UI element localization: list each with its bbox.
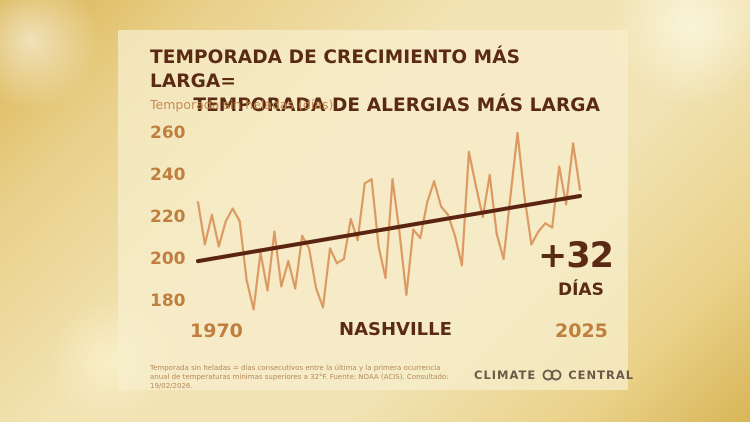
data-point-1988 [321,306,325,309]
data-point-1995 [370,178,373,181]
data-point-2006 [446,213,450,216]
data-point-1991 [342,257,345,261]
data-point-1977 [245,278,248,282]
data-point-1982 [280,285,283,288]
climate-central-logo: CLIMATE CENTRAL [474,368,634,382]
data-point-1975 [231,207,234,210]
series-line [196,131,582,311]
footnote: Temporada sin heladas = días consecutivo… [150,364,449,390]
data-point-2021 [551,226,554,229]
logo-text-left: CLIMATE [474,368,537,382]
data-point-2017 [523,194,526,198]
data-point-1998 [391,178,394,181]
data-point-2012 [488,173,491,177]
x-tick-2025: 2025 [555,320,608,342]
data-point-1992 [349,218,352,221]
data-point-1970 [196,201,200,204]
data-points [196,131,582,311]
data-point-1999 [398,230,401,233]
data-point-2025 [578,188,582,191]
y-tick-220: 220 [150,207,186,227]
change-value: +32 [538,236,614,276]
data-point-2009 [467,150,470,153]
data-point-1972 [210,213,213,216]
y-axis-label: Temporada sin heladas (días) [150,97,334,112]
data-point-1983 [287,260,290,263]
title-line-2: TEMPORADA DE ALERGIAS MÁS LARGA [193,95,600,116]
data-point-2005 [440,205,443,208]
data-point-1990 [335,262,338,265]
data-point-2000 [405,293,408,296]
logo-text-right: CENTRAL [568,368,635,382]
climate-central-rings-icon [542,369,562,381]
data-point-2019 [537,230,540,233]
data-point-2001 [412,228,415,231]
data-point-1986 [308,247,311,250]
data-point-1976 [238,220,241,223]
data-point-1996 [377,245,380,248]
data-point-2022 [558,165,561,168]
data-point-2002 [419,236,422,240]
data-point-2020 [544,222,547,225]
data-point-1978 [252,308,255,311]
data-point-1971 [203,243,206,246]
data-point-2003 [426,201,429,204]
data-point-2010 [474,184,477,187]
data-point-2015 [509,194,512,198]
data-point-1993 [356,239,359,242]
data-point-2016 [516,131,519,135]
y-tick-180: 180 [150,291,186,311]
data-point-1987 [315,287,318,290]
data-point-2014 [502,257,505,261]
x-tick-1970: 1970 [190,320,243,342]
location-label: NASHVILLE [339,319,452,340]
data-point-1985 [301,234,304,237]
y-tick-200: 200 [150,249,186,269]
trend-line [196,194,582,264]
data-point-2011 [481,215,484,219]
data-point-1974 [224,220,227,223]
data-point-2008 [460,264,463,267]
data-point-1997 [384,276,387,279]
y-tick-240: 240 [150,165,186,185]
data-point-1980 [266,289,269,292]
data-point-1973 [217,245,220,248]
data-point-2018 [530,243,533,246]
data-point-1981 [273,230,276,233]
data-point-2013 [495,232,498,235]
y-tick-260: 260 [150,123,186,143]
chart-title: TEMPORADA DE CRECIMIENTO MÁS LARGA= TEMP… [150,46,600,118]
data-point-2007 [453,234,457,237]
change-unit: DÍAS [558,280,604,300]
data-point-2023 [565,203,568,206]
title-line-1: TEMPORADA DE CRECIMIENTO MÁS LARGA= [150,47,521,92]
data-point-2024 [572,142,575,145]
data-point-1994 [363,182,366,185]
data-point-1989 [328,247,332,250]
chart-panel [118,30,628,390]
data-point-1984 [294,287,297,290]
data-point-2004 [433,180,436,183]
